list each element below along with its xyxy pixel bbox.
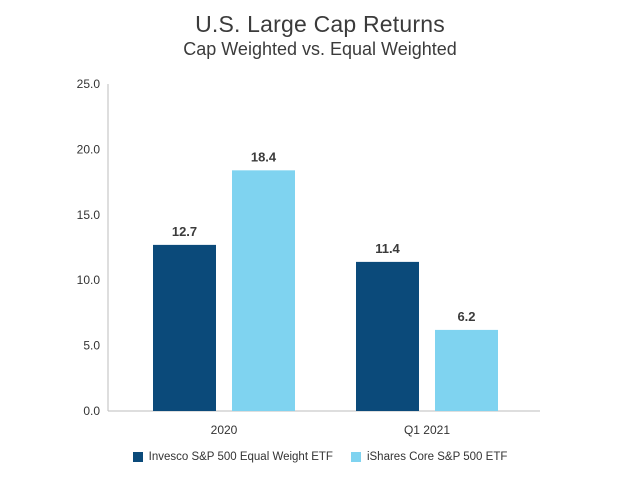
bar-value-label: 12.7: [172, 224, 197, 239]
y-tick-label: 5.0: [83, 339, 100, 353]
legend-item-invesco: Invesco S&P 500 Equal Weight ETF: [132, 451, 333, 463]
chart-subtitle: Cap Weighted vs. Equal Weighted: [183, 39, 457, 59]
bar-value-label: 18.4: [251, 149, 277, 164]
y-tick-label: 10.0: [77, 273, 101, 287]
y-tick-label: 0.0: [83, 404, 100, 418]
legend: Invesco S&P 500 Equal Weight ETF iShares…: [0, 451, 640, 463]
y-tick-label: 25.0: [77, 77, 101, 91]
bar-value-label: 11.4: [375, 241, 400, 256]
x-tick-label: Q1 2021: [404, 423, 450, 437]
legend-label-ishares: iShares Core S&P 500 ETF: [366, 451, 508, 463]
chart-title: U.S. Large Cap Returns: [195, 11, 445, 37]
bar-ishares-0: [232, 170, 295, 411]
bar-invesco-0: [153, 244, 216, 411]
legend-item-ishares: iShares Core S&P 500 ETF: [350, 451, 508, 463]
legend-swatch-invesco: [132, 452, 143, 462]
y-tick-label: 20.0: [77, 142, 101, 156]
legend-label-invesco: Invesco S&P 500 Equal Weight ETF: [148, 451, 333, 463]
x-tick-label: 2020: [211, 423, 238, 437]
bar-value-label: 6.2: [457, 309, 475, 324]
legend-swatch-ishares: [350, 452, 361, 462]
bar-ishares-1: [435, 329, 498, 411]
y-tick-label: 15.0: [77, 208, 101, 222]
bar-invesco-1: [356, 261, 419, 411]
